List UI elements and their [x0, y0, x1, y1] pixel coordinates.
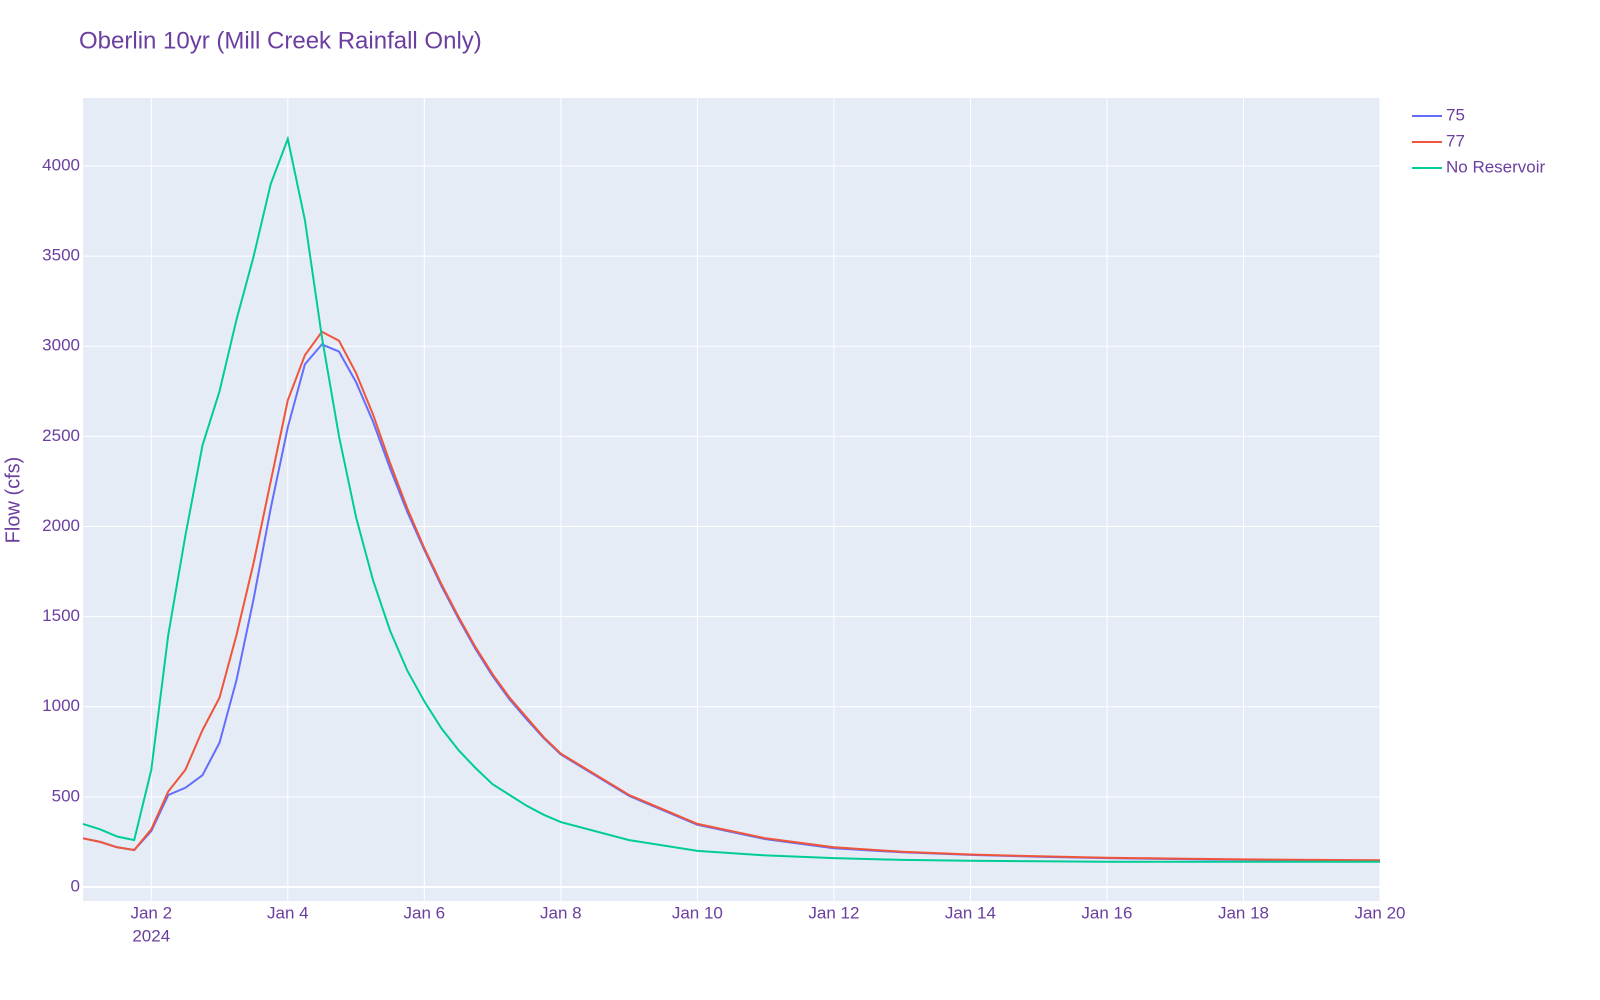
y-tick-label: 1000 — [42, 696, 80, 715]
x-tick-label: Jan 8 — [540, 903, 582, 922]
x-tick-label: Jan 16 — [1081, 903, 1132, 922]
x-tick-label: Jan 4 — [267, 903, 309, 922]
y-tick-label: 4000 — [42, 155, 80, 174]
plot-area — [83, 98, 1380, 901]
legend-label: No Reservoir — [1446, 157, 1546, 176]
x-tick-label: Jan 20 — [1354, 903, 1405, 922]
y-tick-label: 2000 — [42, 516, 80, 535]
legend-item[interactable]: 77 — [1412, 131, 1465, 150]
x-tick-label: Jan 14 — [945, 903, 996, 922]
y-tick-label: 0 — [71, 876, 80, 895]
line-series — [82, 135, 1380, 863]
legend-item[interactable]: No Reservoir — [1412, 157, 1546, 176]
legend-item[interactable]: 75 — [1412, 105, 1465, 124]
x-tick-label: Jan 2 — [130, 903, 172, 922]
x-year-label: 2024 — [132, 926, 170, 945]
y-tick-label: 3500 — [42, 246, 80, 265]
x-tick-label: Jan 6 — [404, 903, 446, 922]
chart-title: Oberlin 10yr (Mill Creek Rainfall Only) — [79, 27, 482, 54]
legend-label: 75 — [1446, 105, 1465, 124]
y-tick-label: 1500 — [42, 606, 80, 625]
x-tick-label: Jan 18 — [1218, 903, 1269, 922]
legend-label: 77 — [1446, 131, 1465, 150]
line-series — [82, 330, 1381, 862]
y-tick-label: 2500 — [42, 426, 80, 445]
x-tick-label: Jan 12 — [808, 903, 859, 922]
y-tick-label: 3000 — [42, 336, 80, 355]
y-axis-title: Flow (cfs) — [2, 457, 24, 544]
x-tick-label: Jan 10 — [672, 903, 723, 922]
y-tick-label: 500 — [52, 786, 80, 805]
